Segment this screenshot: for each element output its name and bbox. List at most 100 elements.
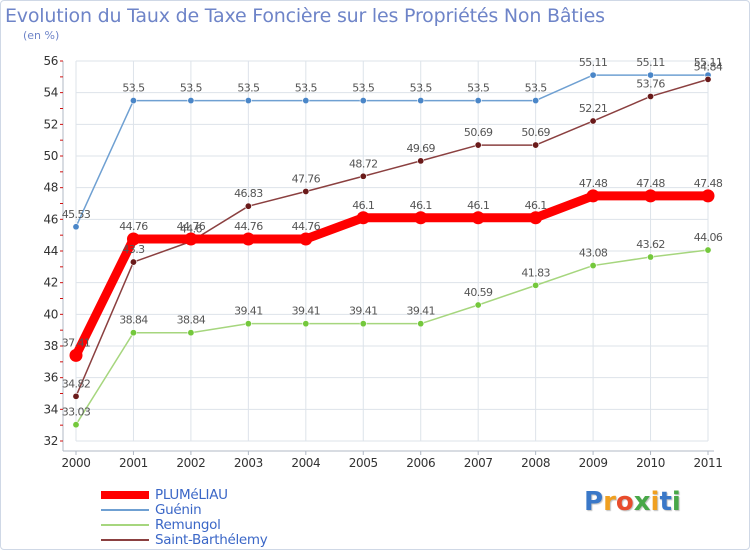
data-label: 50.69	[521, 126, 550, 139]
data-point	[184, 232, 198, 246]
data-label: 44.6	[180, 223, 203, 236]
data-label: 45.53	[62, 208, 91, 221]
x-tick-label: 2003	[234, 456, 263, 470]
y-tick-label: 46	[44, 212, 58, 226]
data-point	[647, 253, 655, 261]
data-point	[244, 97, 252, 105]
data-point	[72, 421, 80, 429]
data-label: 39.41	[349, 305, 378, 318]
data-point	[647, 92, 655, 100]
y-tick-label: 50	[44, 149, 58, 163]
data-label: 53.5	[122, 82, 145, 95]
y-tick-label: 38	[44, 339, 58, 353]
data-label: 53.5	[467, 82, 490, 95]
data-point	[644, 189, 658, 203]
y-tick-label: 34	[44, 402, 58, 416]
data-point	[532, 281, 540, 289]
data-label: 34.82	[62, 377, 91, 390]
data-label: 43.3	[122, 243, 145, 256]
y-tick-label: 42	[44, 276, 58, 290]
legend-label: PLUMéLIAU	[155, 486, 228, 503]
data-point	[586, 189, 600, 203]
data-label: 39.41	[234, 305, 263, 318]
data-point	[72, 223, 80, 231]
data-label: 55.11	[579, 56, 608, 69]
data-label: 53.5	[180, 82, 203, 95]
data-point	[589, 262, 597, 270]
data-point	[129, 97, 137, 105]
data-point	[704, 246, 712, 254]
series-line	[75, 78, 709, 398]
x-tick-label: 2005	[349, 456, 378, 470]
data-label: 46.1	[410, 199, 432, 212]
brand-logo: Proxiti	[584, 487, 681, 517]
data-label: 39.41	[292, 305, 321, 318]
x-tick-label: 2006	[406, 456, 435, 470]
data-point	[126, 232, 140, 246]
series-line	[71, 191, 713, 360]
data-point	[532, 97, 540, 105]
data-point	[417, 157, 425, 165]
data-point	[474, 97, 482, 105]
data-label: 52.21	[579, 102, 608, 115]
data-label: 44.06	[694, 231, 723, 244]
data-label: 39.41	[406, 305, 435, 318]
data-point	[129, 258, 137, 266]
data-point	[299, 232, 313, 246]
y-tick-label: 36	[44, 371, 58, 385]
y-tick-label: 52	[44, 117, 58, 131]
legend-label: Saint-Barthélemy	[155, 531, 268, 548]
data-label: 46.1	[467, 199, 489, 212]
x-tick-label: 2010	[636, 456, 665, 470]
data-label: 53.5	[237, 82, 260, 95]
data-point	[356, 211, 370, 225]
y-tick-label: 40	[44, 307, 58, 321]
data-label: 43.62	[636, 238, 665, 251]
data-point	[302, 320, 310, 328]
data-point	[474, 141, 482, 149]
legend-item: Guénin	[101, 501, 267, 518]
data-point	[302, 97, 310, 105]
data-point	[187, 329, 195, 337]
legend-item: Saint-Barthélemy	[101, 531, 268, 548]
x-tick-label: 2002	[176, 456, 205, 470]
data-label: 50.69	[464, 126, 493, 139]
legend-item: PLUMéLIAU	[101, 486, 267, 503]
series-line	[75, 249, 709, 426]
y-tick-label: 48	[44, 181, 58, 195]
data-label: 46.83	[234, 187, 263, 200]
data-label: 46.1	[525, 199, 547, 212]
data-point	[701, 189, 715, 203]
data-label: 54.84	[694, 60, 723, 73]
data-point	[704, 75, 712, 83]
data-label: 53.5	[410, 82, 433, 95]
data-label: 47.48	[694, 177, 723, 190]
y-tick-label: 54	[44, 86, 58, 100]
legend-item: Remungol	[101, 516, 267, 533]
y-tick-label: 44	[44, 244, 58, 258]
data-label: 40.59	[464, 286, 493, 299]
data-point	[359, 320, 367, 328]
data-point	[359, 97, 367, 105]
legend-label: Guénin	[155, 501, 202, 518]
x-tick-label: 2007	[464, 456, 493, 470]
data-point	[417, 320, 425, 328]
unit-label: (en %)	[23, 29, 60, 42]
data-label: 44.76	[177, 220, 206, 233]
data-point	[359, 172, 367, 180]
data-label: 47.48	[636, 177, 665, 190]
data-point	[129, 329, 137, 337]
data-point	[417, 97, 425, 105]
data-point	[244, 320, 252, 328]
legend-label: Remungol	[155, 516, 221, 533]
data-point	[532, 141, 540, 149]
data-label: 55.11	[636, 56, 665, 69]
data-label: 53.5	[295, 82, 318, 95]
data-label: 47.48	[579, 177, 608, 190]
data-label: 53.5	[525, 82, 548, 95]
data-point	[471, 211, 485, 225]
data-point	[244, 202, 252, 210]
legend-swatch	[101, 523, 149, 526]
